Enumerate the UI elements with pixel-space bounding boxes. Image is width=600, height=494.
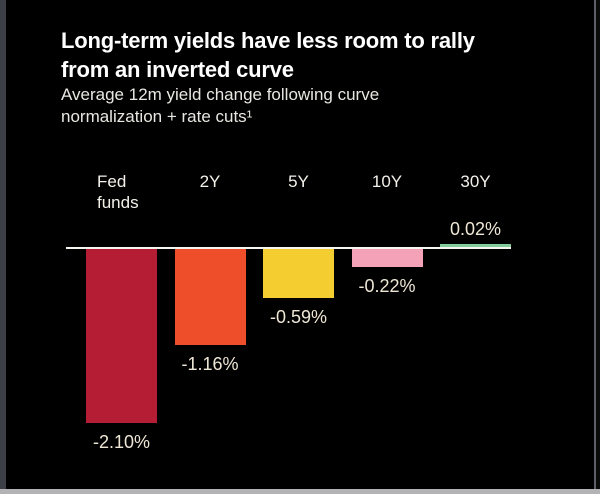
chart-title-line1: Long-term yields have less room to rally — [61, 28, 475, 53]
category-label: 5Y — [288, 172, 309, 191]
bar-fed-funds — [86, 249, 157, 423]
chart-subtitle: Average 12m yield change following curve… — [61, 84, 581, 128]
category-label: 10Y — [371, 172, 403, 191]
chart-title-line2: from an inverted curve — [61, 57, 294, 82]
value-label: 0.02% — [449, 219, 502, 239]
category-label: 30Y — [460, 172, 491, 191]
chart-subtitle-line1: Average 12m yield change following curve — [61, 85, 380, 104]
value-label: -0.22% — [358, 276, 416, 296]
right-edge-line — [594, 0, 596, 494]
value-label: -1.16% — [181, 354, 239, 374]
bar-2y — [174, 249, 246, 345]
category-label: Fed funds — [97, 172, 139, 212]
bar-30y — [440, 244, 511, 247]
category-label: 2Y — [199, 172, 221, 191]
bar-10y — [351, 249, 423, 267]
chart-title: Long-term yields have less room to rally… — [61, 26, 581, 84]
bottom-edge-strip — [0, 489, 600, 494]
bar-5y — [263, 249, 334, 298]
right-edge-strip — [596, 0, 600, 494]
value-label: -2.10% — [92, 432, 151, 452]
chart-subtitle-line2: normalization + rate cuts¹ — [61, 107, 253, 126]
value-label: -0.59% — [269, 307, 328, 327]
left-edge-strip — [0, 0, 6, 494]
zero-baseline — [66, 247, 511, 249]
